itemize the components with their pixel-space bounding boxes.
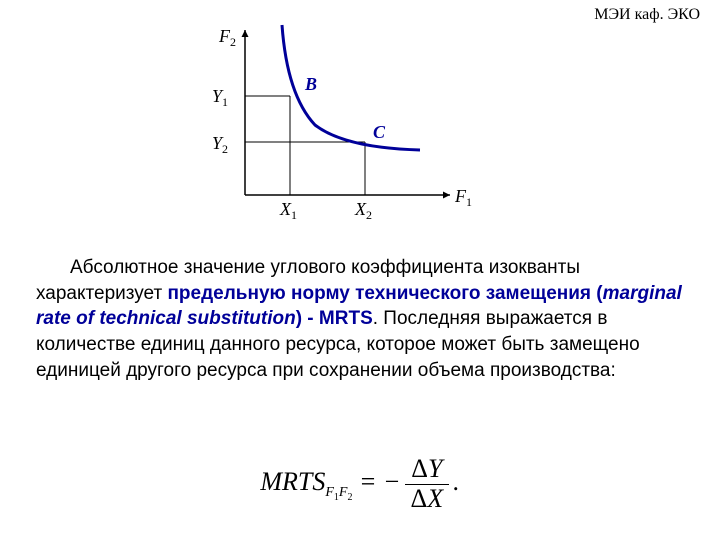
formula-lhs: MRTS <box>260 467 325 496</box>
formula-fraction: ΔYΔX <box>405 455 450 513</box>
axes <box>242 30 451 199</box>
header-attribution: МЭИ каф. ЭКО <box>594 6 700 24</box>
formula-eq: = <box>352 467 383 496</box>
body-h1: предельную норму технического замещения … <box>167 283 602 304</box>
tick-label-y2: Y2 <box>212 133 228 156</box>
formula-minus: − <box>383 467 401 496</box>
mrts-formula: MRTSF1F2 = −ΔYΔX. <box>0 455 720 513</box>
formula-dot: . <box>453 467 460 496</box>
body-h3: ) ‑ MRTS <box>296 308 373 329</box>
tick-label-x2: X2 <box>354 199 372 222</box>
isoquant-chart: F2 F1 Y1 Y2 X1 X2 B C <box>195 20 480 225</box>
body-paragraph: Абсолютное значение углового коэффициент… <box>36 255 684 383</box>
point-label-c: C <box>373 122 386 142</box>
tick-label-y1: Y1 <box>212 86 228 109</box>
tick-label-x1: X1 <box>279 199 297 222</box>
isoquant-curve <box>282 25 420 150</box>
point-label-b: B <box>304 74 317 94</box>
axis-label-f1: F1 <box>454 186 472 209</box>
axis-label-f2: F2 <box>218 26 236 49</box>
